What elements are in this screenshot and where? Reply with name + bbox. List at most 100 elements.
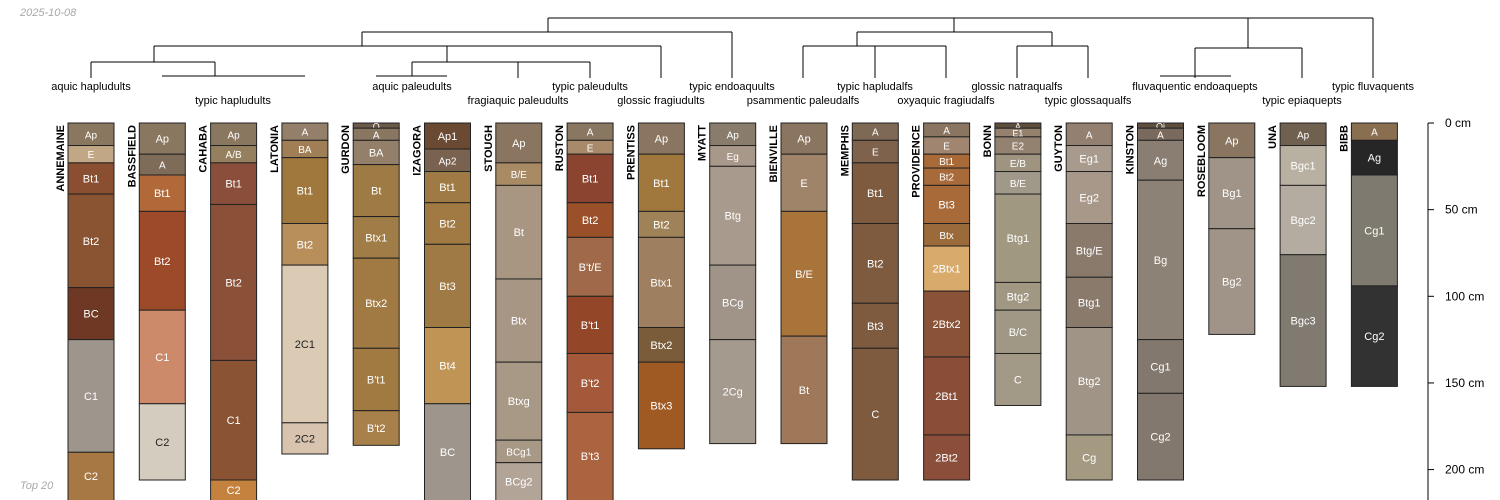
horizon-label: Ap — [1297, 130, 1310, 141]
profile-name: BASSFIELD — [126, 125, 138, 187]
profile-latonia: A BA Bt1 Bt2 2C1 2C2 LATONIA — [269, 122, 329, 455]
horizon-label: Btx1 — [365, 232, 387, 244]
taxon-label: aquic hapludults — [51, 81, 131, 93]
horizon-c — [994, 352, 1042, 406]
horizon-label: 2C2 — [295, 433, 315, 445]
horizon-bt2 — [281, 223, 329, 266]
profile-bienville: Ap E B/E Bt BIENVILLE — [768, 122, 828, 445]
horizon-label: Ap — [85, 130, 98, 141]
horizon-label: Bt1 — [297, 186, 314, 198]
horizon-label: Bt1 — [83, 173, 100, 185]
horizon-bt1 — [851, 162, 899, 225]
horizon-bt — [352, 164, 400, 218]
horizon-label: Cg1 — [1364, 225, 1384, 237]
taxon-label: typic fluvaquents — [1332, 81, 1414, 93]
horizon-label: BCg2 — [505, 476, 533, 488]
horizon-label: Cg2 — [1150, 432, 1170, 444]
horizon-ap1 — [424, 122, 471, 150]
horizon-btx2 — [637, 326, 685, 363]
horizon-b-t1 — [566, 295, 614, 354]
horizon-btx — [495, 278, 543, 363]
horizon-b-e — [780, 210, 828, 337]
horizon-bg — [1137, 179, 1184, 341]
horizon-c1 — [67, 339, 115, 453]
horizon-btx3 — [637, 361, 685, 450]
taxon-label: glossic fragiudults — [617, 95, 705, 107]
horizon-bt1 — [281, 157, 329, 225]
horizon-label: BC — [440, 447, 455, 459]
horizon-label: Ap2 — [439, 156, 457, 167]
horizon-label: Btg1 — [1078, 297, 1101, 309]
horizon-label: C1 — [84, 391, 98, 403]
horizon-label: Cg — [1082, 452, 1096, 464]
horizon-label: Btg1 — [1007, 233, 1030, 245]
horizon-label: A — [1371, 128, 1378, 139]
horizon-label: Bgc2 — [1291, 215, 1316, 227]
taxon-label: psammentic paleudalfs — [747, 95, 860, 107]
horizon-cg1 — [1350, 174, 1398, 287]
horizon-bt — [780, 335, 828, 445]
horizon-label: C2 — [84, 471, 98, 483]
horizon-eg2 — [1065, 171, 1113, 225]
horizon-label: C1 — [227, 415, 241, 427]
horizon-label: 2Btx2 — [933, 319, 961, 331]
horizon-label: Ap — [797, 134, 810, 146]
horizon-label: 2Btx1 — [933, 264, 961, 276]
horizon-label: O — [373, 122, 380, 132]
horizon-label: Bt3 — [938, 199, 955, 211]
horizon-2btx1 — [923, 245, 971, 292]
horizon-bt2 — [138, 210, 186, 311]
horizon-label: Btx3 — [650, 400, 672, 412]
horizon-label: B/E — [1010, 179, 1026, 190]
taxon-label: typic glossaqualfs — [1045, 95, 1132, 107]
horizon-label: Btxg — [508, 396, 530, 408]
horizon-label: Ap — [227, 130, 240, 141]
horizon-label: Ag — [1154, 155, 1167, 167]
horizon-bcg — [709, 264, 757, 341]
horizon-label: Bt2 — [867, 258, 884, 270]
profile-guyton: A Eg1 Eg2 Btg/E Btg1 Btg2 Cg GUYTON — [1053, 122, 1113, 481]
horizon-b-t3 — [566, 411, 614, 500]
horizon-label: E — [587, 143, 594, 154]
horizon-label: C — [1014, 374, 1022, 386]
horizon-label: BA — [298, 145, 312, 156]
horizon-label: Bt2 — [653, 219, 670, 231]
horizon-cg1 — [1137, 339, 1184, 394]
taxon-label: typic hapludults — [195, 95, 271, 107]
profile-bonn: AE1 E2 E/B B/E Btg1 Btg2 B/C C BONN — [982, 122, 1042, 406]
profile-gurdon: OA BA Bt Btx1 Btx2 B't1 B't2 GURDON — [340, 122, 400, 446]
horizon-label: E/B — [1010, 159, 1026, 170]
profile-bibb: A Ag Cg1 Cg2 BIBB — [1338, 122, 1398, 387]
horizon-bt2 — [851, 223, 899, 304]
horizon-b-t-e — [566, 236, 614, 297]
depth-axis: 0 cm 50 cm 100 cm 150 cm 200 cm — [1427, 116, 1484, 500]
horizon-label: Bt2 — [83, 236, 100, 248]
taxon-label: typic endoaquults — [689, 81, 775, 93]
horizon-label: Bt3 — [439, 281, 456, 293]
horizon-label: A — [1157, 130, 1164, 141]
horizon-label: Bg2 — [1222, 277, 1242, 289]
horizon-label: Btx2 — [650, 340, 672, 352]
taxon-label: fluvaquentic endoaquepts — [1132, 81, 1258, 93]
horizon-bg1 — [1208, 157, 1256, 230]
horizon-bg2 — [1208, 228, 1256, 335]
horizon-b-t1 — [352, 347, 400, 412]
horizon-label: Bgc1 — [1291, 160, 1316, 172]
horizon-label: A — [1015, 122, 1021, 132]
horizon-bgc2 — [1279, 184, 1327, 256]
axis-tick-label: 200 cm — [1445, 463, 1484, 477]
horizon-label: E2 — [1012, 142, 1025, 153]
horizon-2bt2 — [923, 434, 971, 481]
horizon-label: Bt1 — [867, 188, 884, 200]
horizon-bgc1 — [1279, 145, 1327, 186]
profile-name: PROVIDENCE — [911, 125, 923, 198]
horizon-label: C2 — [155, 437, 169, 449]
horizon-label: Bt — [514, 227, 524, 239]
profile-name: BIENVILLE — [768, 125, 780, 182]
taxon-label: typic paleudults — [552, 81, 628, 93]
horizon-b-c — [994, 309, 1042, 354]
horizon-label: Btg2 — [1007, 291, 1030, 303]
horizon-bt2 — [637, 210, 685, 238]
profile-providence: AE Bt1 Bt2 Bt3 Btx 2Btx1 2Btx2 2Bt1 2Bt2 PROVIDEN… — [911, 122, 971, 481]
